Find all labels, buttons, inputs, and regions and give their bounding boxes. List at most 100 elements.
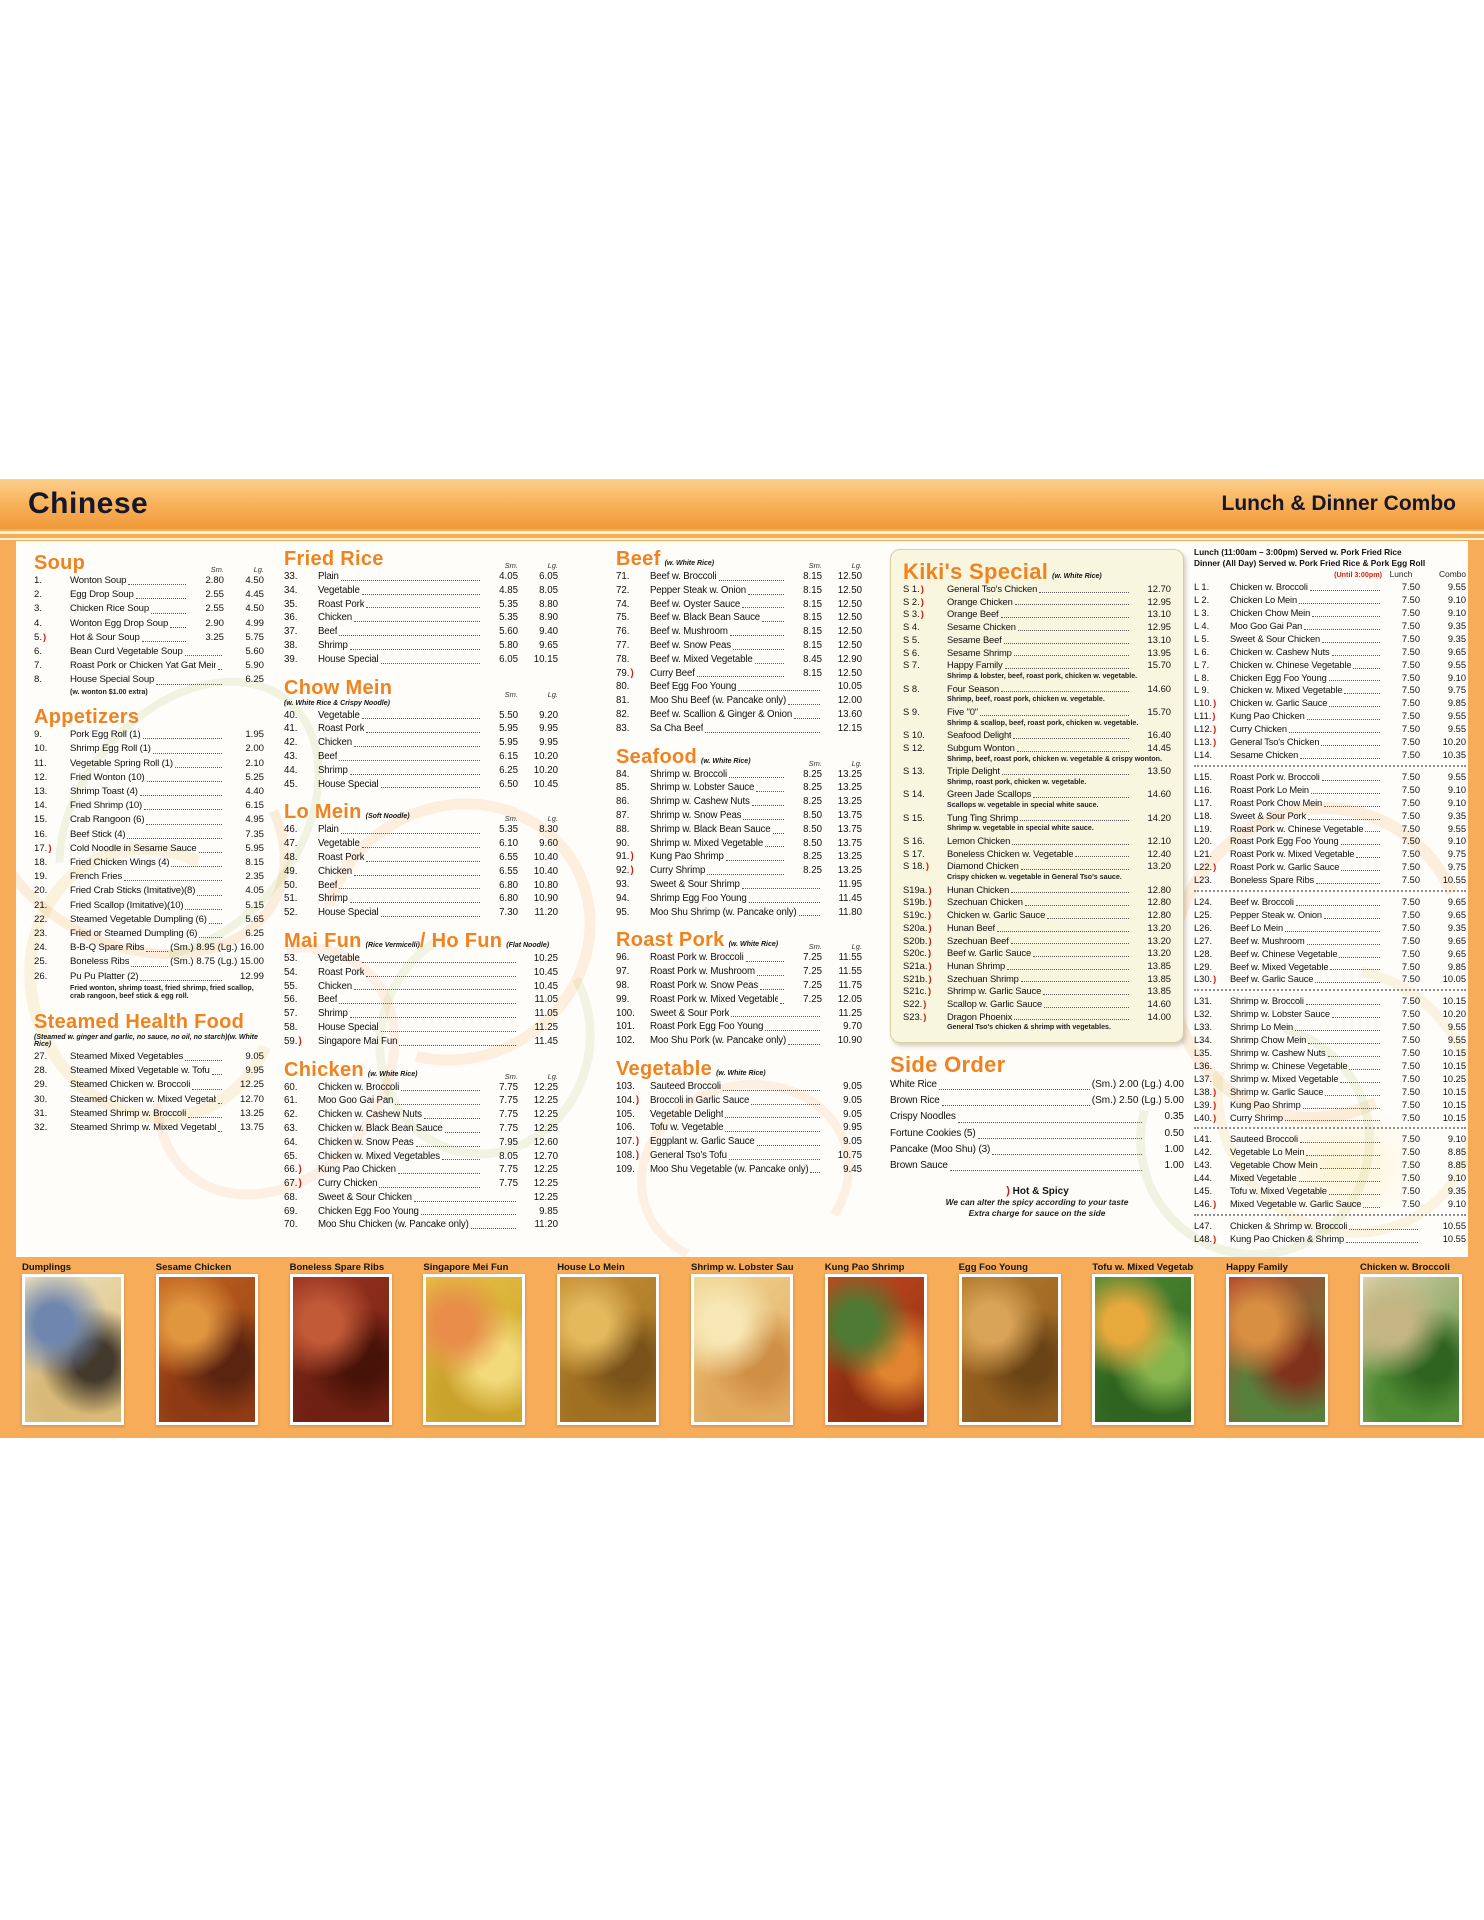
item-price-large: 12.25 — [533, 1081, 558, 1093]
item-name: Beef w. Oyster Sauce — [650, 598, 741, 610]
item-number: 25. — [34, 956, 48, 968]
photo-cell: Kung Pao Shrimp — [824, 1261, 927, 1425]
item-number: S20b.) — [903, 934, 932, 946]
item-price-large: 15.70 — [1147, 659, 1171, 671]
item-price-large: 13.25 — [837, 865, 862, 877]
combo-group-divider — [1194, 989, 1466, 992]
combo-group-divider — [1194, 1127, 1466, 1130]
dot-leader — [743, 818, 784, 820]
item-price-large: 12.50 — [837, 639, 862, 651]
item-number: 3. — [34, 603, 43, 615]
item-price-large: 9.10 — [1447, 784, 1466, 795]
item-name: Curry Chicken — [1230, 724, 1287, 735]
item-name: Roast Pork or Chicken Yat Gat Mein — [70, 660, 217, 672]
menu-item-row: 88. Shrimp w. Black Bean Sauce 8.50 13.75 — [616, 823, 862, 837]
item-price-large: 11.95 — [838, 878, 862, 890]
photo-cell: Egg Foo Young — [958, 1261, 1061, 1425]
item-price-large: 9.10 — [1447, 1173, 1466, 1184]
dot-leader — [208, 923, 222, 925]
menu-item-row: L27. Beef w. Mushroom 7.50 9.65 — [1194, 935, 1466, 948]
item-number: 71. — [616, 571, 630, 582]
menu-item-row: 15. Crab Rangoon (6) 4.95 — [34, 813, 264, 827]
dot-leader — [1346, 1241, 1418, 1243]
item-price-small: 7.50 — [1401, 749, 1420, 760]
dot-leader — [349, 648, 480, 650]
item-number: 54. — [284, 966, 298, 978]
item-name: Chicken Egg Foo Young — [1230, 672, 1327, 683]
item-price-small: 7.25 — [803, 966, 822, 978]
menu-item-row: L32. Shrimp w. Lobster Sauce 7.50 10.20 — [1194, 1008, 1466, 1021]
dot-leader — [1304, 628, 1380, 630]
menu-section: Side Order White Rice (Sm.) 2.00 (Lg.) 4.0… — [890, 1053, 1184, 1174]
photo-caption: Boneless Spare Ribs — [289, 1262, 385, 1273]
dot-leader — [1349, 1228, 1418, 1230]
item-number: 109. — [616, 1163, 635, 1175]
dot-leader — [140, 979, 222, 981]
item-price-small: 7.50 — [1401, 1147, 1420, 1158]
menu-item-row: S 3.) Orange Beef 13.10 — [903, 608, 1171, 621]
item-name: Moo Shu Pork (w. Pancake only) — [650, 1035, 787, 1047]
item-name: Steamed Chicken w. Broccoli — [70, 1079, 191, 1091]
spicy-icon: ) — [635, 1149, 640, 1161]
dot-leader — [1039, 591, 1129, 593]
item-name: Beef w. Garlic Sauce — [947, 947, 1032, 959]
dot-leader — [1075, 856, 1129, 858]
price-label: Lg. — [851, 561, 862, 570]
item-number: L22.) — [1194, 862, 1217, 873]
dot-leader — [174, 766, 222, 768]
item-number: L10.) — [1194, 698, 1217, 709]
dot-leader — [1324, 805, 1380, 807]
photo-caption: Sesame Chicken — [155, 1262, 232, 1273]
menu-item-row: 27. Steamed Mixed Vegetables 9.05 — [34, 1050, 264, 1064]
section-title: Chow Mein — [284, 676, 393, 699]
menu-item-row: Crispy Noodles 0.35 — [890, 1109, 1184, 1125]
item-price-large: 10.55 — [1442, 1233, 1466, 1244]
item-price-large: 12.80 — [1147, 909, 1171, 921]
item-price-large: 12.60 — [533, 1136, 558, 1148]
dot-leader — [1327, 1055, 1380, 1057]
item-price-large: 4.99 — [245, 617, 264, 629]
menu-item-row: 19. French Fries 2.35 — [34, 870, 264, 884]
item-price-large: 11.80 — [838, 906, 862, 918]
item-name: Fried or Steamed Dumpling (6) — [70, 928, 198, 940]
item-name: Steamed Chicken w. Mixed Vegetable — [70, 1093, 217, 1105]
item-price-large: 14.60 — [1147, 682, 1171, 694]
item-number: 14. — [34, 800, 48, 812]
menu-item-row: 103. Sauteed Broccoli 9.05 — [616, 1080, 862, 1094]
item-price-large: 9.05 — [843, 1108, 862, 1120]
item-name: Wonton Soup — [70, 575, 127, 586]
item-note: Shrimp, roast pork, chicken w. vegetable… — [947, 777, 1087, 786]
item-price-large: 9.55 — [1447, 724, 1466, 735]
item-price: (Sm.) 2.50 (Lg.) 5.00 — [1091, 1095, 1184, 1107]
item-price-small: 7.50 — [1401, 1099, 1420, 1110]
item-name: Shrimp — [318, 764, 348, 776]
item-price-small: 7.50 — [1401, 1160, 1420, 1171]
item-name: Boneless Chicken w. Vegetable — [947, 847, 1074, 859]
dot-leader — [1344, 693, 1380, 695]
item-name: Bean Curd Vegetable Soup — [70, 646, 183, 658]
item-price-large: 12.10 — [1147, 835, 1171, 846]
item-name: Beef Egg Foo Young — [650, 681, 737, 693]
dot-leader — [1341, 870, 1380, 872]
item-price-large: 10.15 — [1442, 1060, 1466, 1071]
item-price-large: 12.05 — [837, 993, 862, 1005]
dot-leader — [765, 1030, 820, 1032]
item-price-small: 7.50 — [1401, 961, 1420, 972]
dot-leader — [1309, 590, 1380, 592]
section-title: Seafood — [616, 745, 697, 768]
menu-section: Roast Pork (w. White Rice) Sm. Lg. 96. Roast … — [616, 930, 862, 1048]
item-price-small: 6.15 — [499, 750, 518, 762]
dot-leader — [756, 974, 784, 976]
menu-section: Steamed Health Food (Steamed w. ginger an… — [34, 1012, 264, 1135]
menu-item-row: 92.) Curry Shrimp 8.25 13.25 — [616, 864, 862, 878]
dot-leader — [748, 901, 820, 903]
section-header: Appetizers — [34, 707, 264, 728]
item-price-small: 7.50 — [1401, 711, 1420, 722]
item-price-small: 6.55 — [499, 865, 518, 877]
item-number: 11. — [34, 757, 47, 769]
spicy-icon: ) — [928, 934, 932, 946]
combo-price-label: Combo — [1439, 569, 1466, 580]
dot-leader — [142, 738, 222, 740]
item-price-large: 8.85 — [1447, 1160, 1466, 1171]
dot-leader — [1298, 1181, 1380, 1183]
